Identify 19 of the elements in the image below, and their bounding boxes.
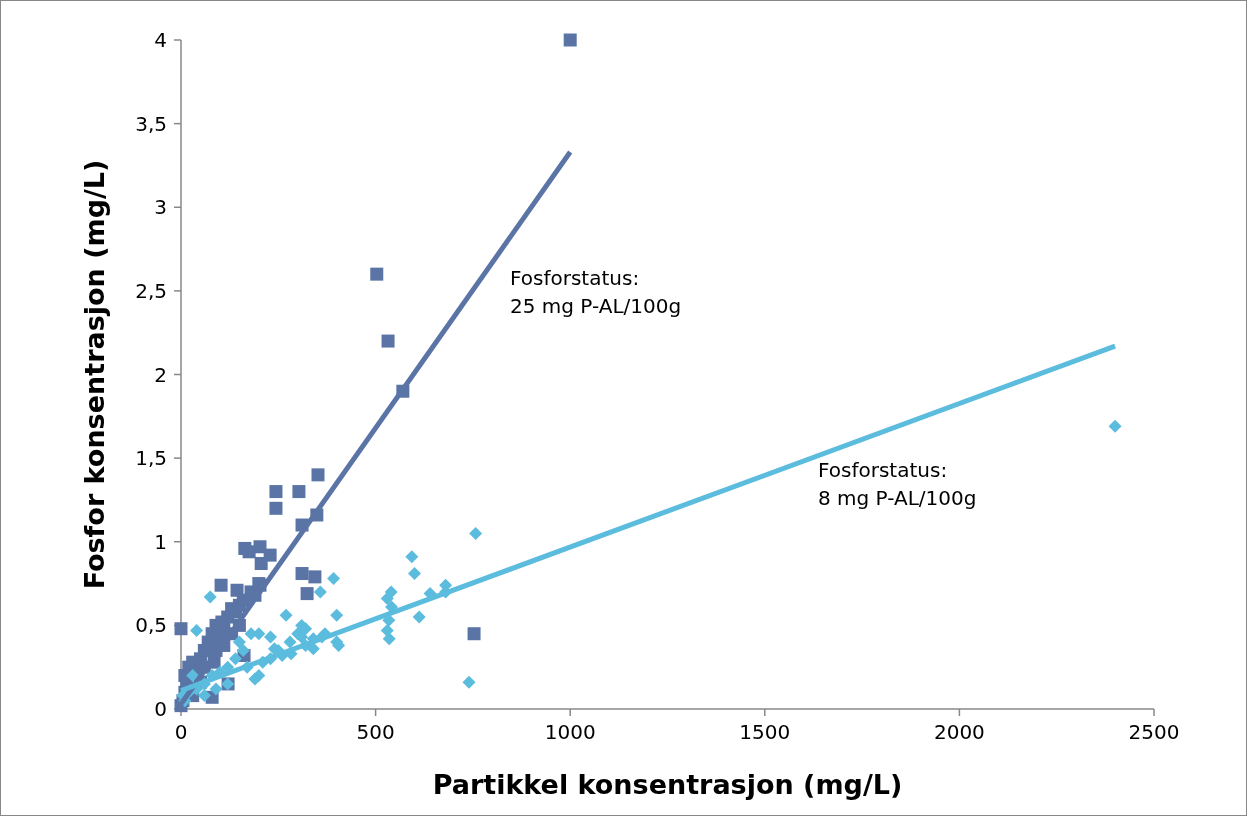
y-tick-label: 2,5 <box>135 278 167 303</box>
y-tick-label: 3,5 <box>135 111 167 136</box>
x-axis-title: Partikkel konsentrasjon (mg/L) <box>432 769 903 800</box>
x-tick-label: 1000 <box>544 720 596 744</box>
x-tick-label: 2500 <box>1128 720 1180 744</box>
y-tick-label: 3 <box>154 195 167 220</box>
y-tick-label: 0,5 <box>135 613 167 638</box>
y-tick-label: 0 <box>154 697 167 721</box>
y-tick-label: 1 <box>154 529 167 554</box>
annotation: Fosforstatus: 25 mg P-AL/100g <box>510 266 682 318</box>
x-tick-label: 1500 <box>739 720 791 744</box>
y-tick-label: 4 <box>154 28 167 52</box>
y-tick-label: 2 <box>154 362 167 387</box>
y-axis-title: Fosfor konsentrasjon (mg/L) <box>79 159 110 590</box>
x-tick-label: 500 <box>356 720 395 744</box>
x-tick-label: 0 <box>174 720 188 744</box>
annotation: Fosforstatus: 8 mg P-AL/100g <box>818 458 977 510</box>
x-tick-label: 2000 <box>933 720 985 744</box>
y-tick-label: 1,5 <box>135 446 167 471</box>
